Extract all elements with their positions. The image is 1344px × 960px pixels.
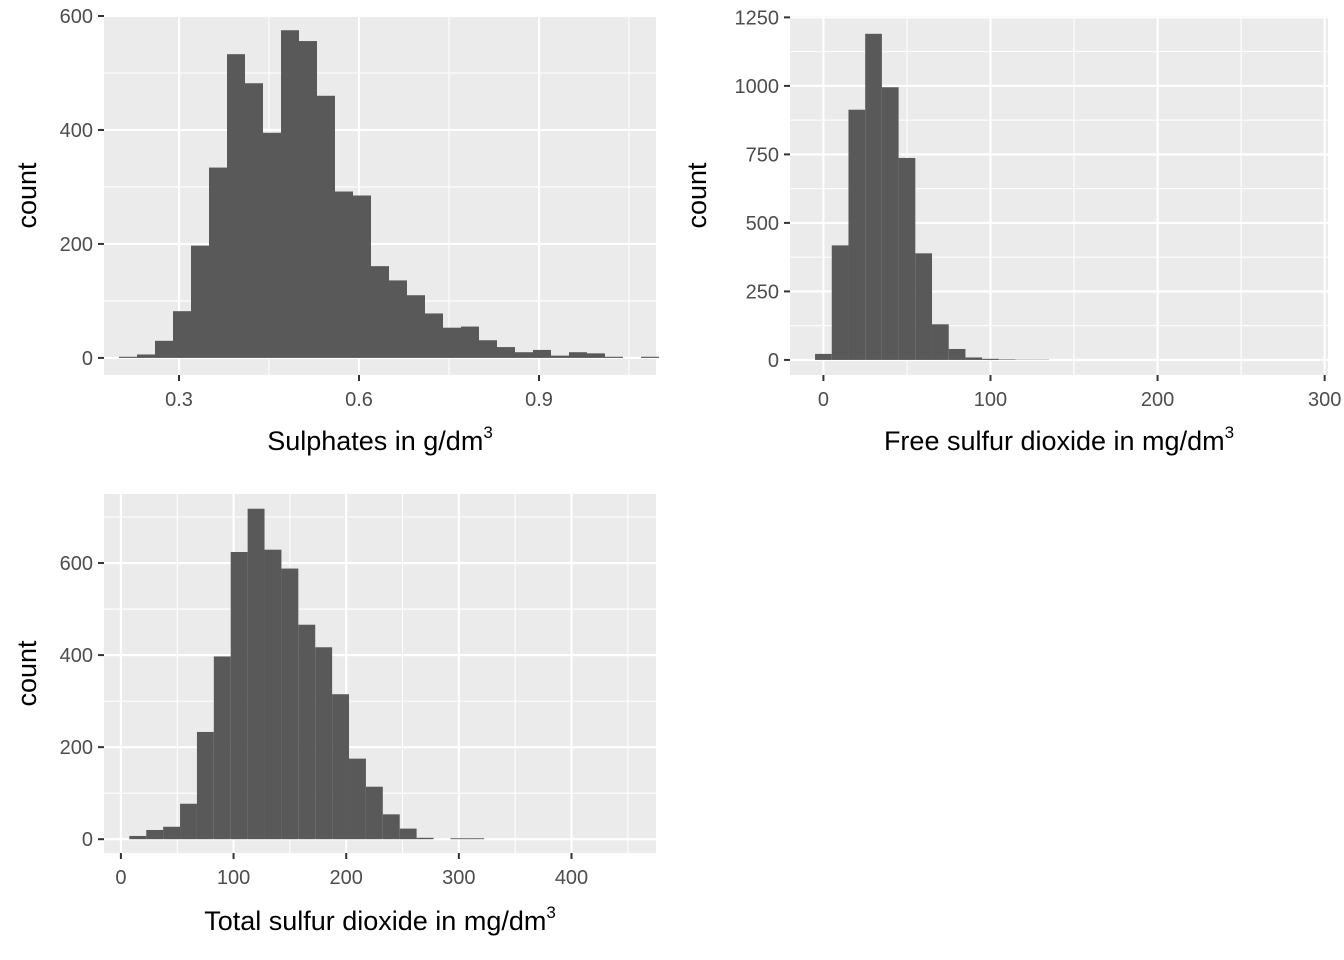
histogram-bar bbox=[898, 157, 916, 360]
y-tick-label: 600 bbox=[60, 6, 93, 28]
x-axis-title: Sulphates in g/dm3 bbox=[267, 423, 493, 456]
histogram-bar bbox=[881, 87, 899, 360]
y-axis-title: count bbox=[12, 162, 42, 229]
x-tick-label: 300 bbox=[1308, 389, 1341, 411]
histogram-bar bbox=[353, 195, 371, 358]
histogram-bar bbox=[461, 326, 479, 358]
histogram-bar bbox=[335, 191, 353, 358]
histogram-bar bbox=[605, 356, 623, 358]
histogram-bar bbox=[129, 835, 147, 840]
x-tick-label: 200 bbox=[1141, 389, 1174, 411]
sulphates-histogram-panel: 0.3 0.6 0.9 0 200 400 600 Sulphates in g/dm3 cou… bbox=[12, 6, 659, 456]
x-tick-label: 0 bbox=[115, 867, 126, 889]
histogram-bar bbox=[247, 508, 265, 840]
histogram-bar bbox=[315, 647, 333, 840]
y-tick-label: 250 bbox=[746, 281, 779, 303]
x-axis-title: Free sulfur dioxide in mg/dm3 bbox=[884, 423, 1234, 456]
histogram-bar bbox=[865, 33, 882, 360]
y-tick-label: 750 bbox=[746, 144, 779, 166]
y-tick-label: 400 bbox=[60, 645, 93, 667]
histogram-bar bbox=[227, 54, 245, 358]
histogram-bar bbox=[191, 245, 209, 358]
x-tick-label: 200 bbox=[330, 867, 363, 889]
histogram-bar bbox=[230, 551, 248, 840]
x-tick-label: 0 bbox=[818, 389, 829, 411]
x-tick-label: 0.9 bbox=[525, 389, 553, 411]
histogram-bar bbox=[551, 355, 569, 358]
y-tick-label: 0 bbox=[82, 829, 93, 851]
histogram-bar bbox=[332, 694, 350, 840]
histogram-bar bbox=[298, 624, 316, 840]
x-tick-label: 400 bbox=[555, 867, 588, 889]
histogram-bar bbox=[389, 280, 407, 358]
histogram-bar bbox=[533, 349, 551, 358]
free-sulfur-dioxide-histogram-panel: 0 100 200 300 0 250 500 750 1000 1250 Free sulfur … bbox=[682, 7, 1341, 456]
histogram-bar bbox=[173, 311, 191, 358]
y-tick-label: 500 bbox=[746, 213, 779, 235]
histogram-bar bbox=[263, 132, 281, 358]
histogram-bar bbox=[209, 167, 227, 358]
y-tick-label: 600 bbox=[60, 553, 93, 575]
y-tick-label: 0 bbox=[768, 350, 779, 372]
histogram-bar bbox=[515, 352, 533, 358]
histogram-bar bbox=[915, 253, 933, 360]
histogram-bar bbox=[932, 324, 949, 360]
histogram-bar bbox=[450, 838, 468, 840]
x-tick-label: 100 bbox=[974, 389, 1007, 411]
histogram-bar bbox=[965, 357, 983, 360]
total-sulfur-dioxide-histogram-panel: 0 100 200 300 400 0 200 400 600 Total sulfur diox… bbox=[12, 494, 656, 936]
y-tick-label: 0 bbox=[82, 348, 93, 370]
histogram-bar bbox=[371, 266, 389, 358]
x-tick-label: 300 bbox=[442, 867, 475, 889]
histogram-bar bbox=[382, 814, 400, 840]
histogram-bar bbox=[998, 359, 1016, 360]
histogram-bar bbox=[317, 95, 335, 358]
histogram-bar bbox=[245, 83, 263, 358]
histogram-bar bbox=[399, 828, 417, 840]
histogram-bar bbox=[349, 758, 366, 840]
histogram-bar bbox=[146, 829, 164, 840]
histogram-bar bbox=[416, 837, 434, 840]
histogram-bar bbox=[425, 313, 443, 358]
histogram-bar bbox=[948, 348, 966, 360]
histogram-bar bbox=[137, 354, 155, 358]
y-tick-label: 400 bbox=[60, 120, 93, 142]
histogram-bar bbox=[281, 30, 299, 358]
histogram-bar bbox=[831, 245, 849, 360]
histogram-bar bbox=[641, 356, 659, 358]
histogram-bar bbox=[569, 352, 587, 358]
x-tick-label: 0.3 bbox=[165, 389, 193, 411]
histogram-bar bbox=[163, 826, 181, 840]
histogram-bar bbox=[180, 803, 197, 840]
histogram-bar bbox=[587, 353, 605, 358]
histogram-bar bbox=[467, 838, 485, 840]
histogram-bar bbox=[365, 786, 383, 840]
histogram-bar bbox=[213, 656, 231, 840]
histogram-bar bbox=[196, 731, 214, 840]
histogram-bar bbox=[982, 358, 999, 360]
histogram-bar bbox=[848, 109, 866, 360]
x-axis-title: Total sulfur dioxide in mg/dm3 bbox=[204, 903, 556, 936]
y-tick-label: 1000 bbox=[735, 76, 780, 98]
histogram-bar bbox=[407, 295, 425, 358]
y-tick-label: 1250 bbox=[735, 7, 780, 29]
histogram-bar bbox=[497, 347, 515, 358]
y-axis-title: count bbox=[682, 162, 712, 229]
histogram-bar bbox=[119, 356, 137, 358]
y-tick-label: 200 bbox=[60, 737, 93, 759]
y-tick-label: 200 bbox=[60, 234, 93, 256]
x-tick-label: 100 bbox=[217, 867, 250, 889]
histogram-bar bbox=[299, 41, 317, 358]
histogram-bar bbox=[479, 340, 497, 358]
histogram-bar bbox=[815, 353, 832, 360]
histogram-bar bbox=[281, 568, 299, 840]
histogram-bar bbox=[155, 340, 173, 358]
y-axis-title: count bbox=[12, 640, 42, 707]
x-tick-label: 0.6 bbox=[345, 389, 373, 411]
histogram-bar bbox=[264, 549, 282, 840]
histogram-bar bbox=[443, 327, 461, 358]
